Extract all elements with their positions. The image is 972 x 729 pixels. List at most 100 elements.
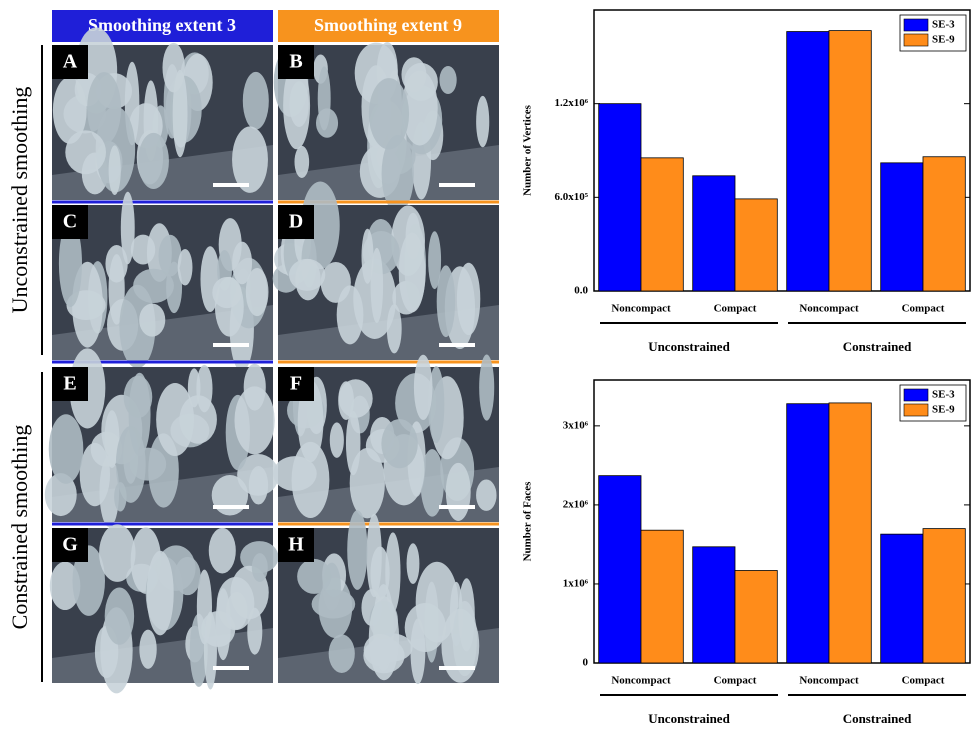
bar	[829, 403, 871, 663]
mesh-blob	[289, 259, 325, 291]
y-tick-label: 3x10⁶	[563, 419, 589, 431]
y-tick-label: 1.2x10⁶	[554, 97, 588, 109]
mesh-blob	[297, 559, 331, 594]
mesh-blob	[105, 588, 134, 645]
group-label: Unconstrained	[648, 711, 730, 726]
x-tick-label: Compact	[902, 303, 945, 315]
mesh-blob	[173, 70, 188, 157]
mesh-blob	[139, 303, 165, 336]
y-tick-label: 0.0	[574, 285, 588, 297]
mesh-blob	[347, 510, 367, 590]
mesh-blob	[138, 133, 169, 189]
mesh-blob	[244, 364, 266, 411]
group-label: Constrained	[843, 339, 912, 354]
legend-swatch	[904, 404, 928, 416]
mesh-blob	[109, 145, 121, 195]
legend-label: SE-3	[932, 19, 955, 31]
x-tick-label: Compact	[714, 303, 757, 315]
panel-letter: G	[62, 534, 78, 556]
mesh-blob	[312, 590, 356, 619]
mesh-blob	[381, 419, 417, 468]
mesh-blob	[479, 354, 494, 420]
mesh-blob	[457, 263, 480, 335]
mesh-blob	[209, 528, 236, 574]
y-axis-label: Number of Faces	[522, 481, 534, 562]
mesh-blob	[232, 242, 252, 285]
mesh-blob	[476, 96, 489, 147]
bar	[923, 157, 965, 291]
x-tick-label: Noncompact	[799, 675, 859, 687]
row-label: Constrained smoothing	[7, 425, 32, 630]
panel-letter: B	[289, 51, 302, 73]
column-header: Smoothing extent 3	[88, 15, 236, 35]
bar	[641, 530, 683, 663]
bar	[829, 31, 871, 291]
mesh-blob	[316, 108, 338, 137]
bar	[881, 163, 923, 291]
mesh-blob	[212, 475, 248, 516]
bar	[787, 32, 829, 291]
y-axis-label: Number of Vertices	[522, 104, 534, 196]
x-tick-label: Noncompact	[611, 303, 671, 315]
bar	[693, 547, 735, 663]
mesh-blob	[337, 285, 364, 344]
mesh-blob	[65, 130, 106, 174]
column-header: Smoothing extent 9	[314, 15, 462, 35]
legend-swatch	[904, 19, 928, 31]
bar	[599, 104, 641, 291]
charts: Number of Vertices 0.0 6.0x10⁵ 1.2x10⁶ Nonco…	[522, 10, 970, 726]
mesh-blob	[364, 634, 397, 666]
x-tick-label: Noncompact	[799, 303, 859, 315]
x-tick-label: Noncompact	[611, 675, 671, 687]
mesh-blob	[294, 146, 309, 178]
mesh-blob	[252, 553, 268, 582]
y-tick-label: 6.0x10⁵	[554, 191, 588, 203]
mesh-blob	[441, 609, 479, 683]
mesh-blob	[139, 630, 156, 669]
bar	[787, 404, 829, 663]
mesh-blob	[371, 248, 384, 323]
panel-grid: ABCDEFGH	[45, 27, 499, 693]
mesh-blob	[446, 463, 471, 521]
mesh-blob	[99, 524, 136, 582]
group-label: Unconstrained	[648, 339, 730, 354]
mesh-blob	[399, 232, 426, 312]
mesh-blob	[204, 611, 217, 689]
mesh-blob	[407, 543, 420, 584]
bar	[735, 199, 777, 291]
mesh-blob	[370, 547, 389, 601]
legend-label: SE-9	[932, 404, 955, 416]
panel-letter: D	[289, 211, 303, 233]
mesh-blob	[49, 414, 84, 484]
legend-swatch	[904, 34, 928, 46]
mesh-blob	[243, 72, 269, 130]
mesh-blob	[338, 381, 354, 420]
row-label: Unconstrained smoothing	[7, 87, 32, 314]
mesh-blob	[247, 608, 262, 655]
x-tick-label: Compact	[714, 675, 757, 687]
mesh-blob	[404, 63, 438, 101]
mesh-blob	[249, 466, 268, 505]
mesh-blob	[131, 235, 155, 265]
panel-letter: A	[63, 51, 78, 73]
mesh-blob	[174, 557, 200, 595]
mesh-blob	[116, 426, 146, 503]
mesh-blob	[178, 249, 193, 285]
legend-label: SE-3	[932, 389, 955, 401]
mesh-blob	[330, 422, 344, 457]
panel-letter: F	[290, 373, 302, 395]
y-tick-label: 0	[583, 657, 589, 669]
mesh-blob	[156, 383, 194, 456]
panel-letter: E	[63, 373, 76, 395]
x-tick-label: Compact	[902, 675, 945, 687]
mesh-blob	[212, 277, 241, 308]
mesh-blob	[439, 66, 456, 94]
legend-label: SE-9	[932, 34, 955, 46]
figure: Smoothing extent 3 Smoothing extent 9 Un…	[0, 0, 972, 729]
panel-letter: H	[288, 534, 304, 556]
group-label: Constrained	[843, 711, 912, 726]
mesh-blob	[369, 78, 409, 149]
bar	[923, 529, 965, 663]
mesh-blob	[387, 304, 402, 353]
mesh-blob	[428, 231, 441, 289]
